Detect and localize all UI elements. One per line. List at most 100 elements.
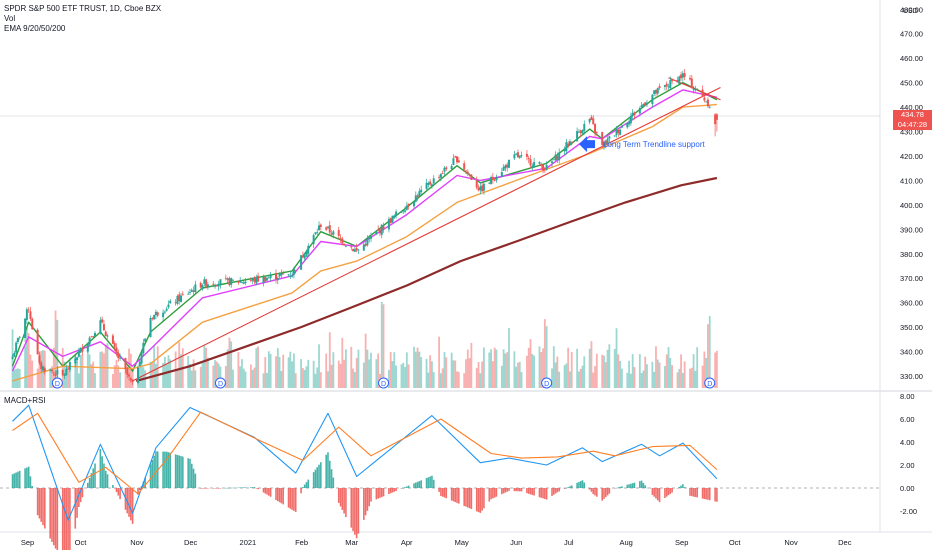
candle-body xyxy=(368,238,371,240)
macd-histogram-bar xyxy=(303,484,306,488)
macd-histogram-bar xyxy=(454,488,457,503)
macd-histogram-bar xyxy=(42,488,44,526)
candle-body xyxy=(638,107,641,114)
macd-histogram-bar xyxy=(63,488,66,550)
macd-histogram-bar xyxy=(61,488,64,550)
macd-histogram-bar xyxy=(74,488,77,529)
candle-body xyxy=(581,130,584,134)
candle-body xyxy=(692,88,695,90)
volume-bar xyxy=(380,301,383,388)
candle-body xyxy=(27,309,30,311)
macd-histogram-bar xyxy=(280,488,283,504)
indicator-legend[interactable]: MACD+RSI xyxy=(4,396,46,405)
volume-bar xyxy=(362,362,365,388)
ema-legend[interactable]: EMA 9/20/50/200 xyxy=(4,24,66,33)
volume-bar xyxy=(490,349,492,388)
candle-body xyxy=(364,243,367,246)
candle-body xyxy=(439,173,442,178)
macd-histogram-bar xyxy=(328,460,331,488)
candle-body xyxy=(708,106,711,108)
macd-histogram-bar xyxy=(553,488,555,495)
volume-bar xyxy=(267,351,270,388)
macd-histogram-bar xyxy=(13,473,16,488)
candle-body xyxy=(427,182,430,185)
macd-histogram-bar xyxy=(130,488,132,521)
macd-histogram-bar xyxy=(106,474,109,488)
candle-body xyxy=(552,159,555,161)
candle-body xyxy=(404,210,407,212)
macd-histogram-bar xyxy=(603,488,605,499)
volume-bar xyxy=(714,352,717,388)
volume-bar xyxy=(388,369,390,388)
dividend-marker-label: D xyxy=(218,381,223,388)
volume-legend[interactable]: Vol xyxy=(4,14,16,23)
candle-body xyxy=(545,164,548,170)
macd-histogram-bar xyxy=(520,488,523,492)
candle-body xyxy=(382,226,385,230)
price-tick-label: 410.00 xyxy=(900,176,923,185)
candle-body xyxy=(568,141,571,145)
macd-histogram-bar xyxy=(190,463,193,488)
symbol-title[interactable]: SPDR S&P 500 ETF TRUST, 1D, Cboe BZX xyxy=(4,4,162,13)
candle-body xyxy=(138,362,141,367)
candle-body xyxy=(129,378,132,381)
volume-bar xyxy=(640,373,643,388)
volume-bar xyxy=(224,366,227,388)
macd-histogram-bar xyxy=(44,488,46,529)
candle-body xyxy=(508,159,511,168)
candle-body xyxy=(683,73,686,77)
volume-bar xyxy=(337,360,340,388)
macd-histogram-bar xyxy=(628,484,630,488)
macd-histogram-bar xyxy=(680,485,682,488)
candle-body xyxy=(224,277,227,279)
price-tick-label: 360.00 xyxy=(900,299,923,308)
macd-histogram-bar xyxy=(656,488,659,501)
macd-histogram-bar xyxy=(199,488,202,489)
volume-bar xyxy=(52,347,55,388)
volume-bar xyxy=(475,367,478,388)
candle-body xyxy=(226,278,229,280)
volume-bar xyxy=(293,353,295,388)
candle-body xyxy=(176,295,179,304)
macd-histogram-bar xyxy=(289,488,292,509)
volume-bar xyxy=(215,361,218,388)
macd-histogram-bar xyxy=(176,454,179,488)
candle-body xyxy=(90,336,93,338)
macd-histogram-bar xyxy=(115,488,118,493)
volume-bar xyxy=(581,365,584,388)
candle-body xyxy=(430,184,433,186)
candle-body xyxy=(264,277,267,282)
dividend-marker-label: D xyxy=(544,381,549,388)
time-tick-label: Oct xyxy=(729,538,742,547)
volume-bar xyxy=(27,333,30,388)
time-tick-label: Sep xyxy=(675,538,688,547)
candle-body xyxy=(653,90,656,95)
candle-body xyxy=(495,177,498,181)
macd-histogram-bar xyxy=(363,488,365,520)
candle-body xyxy=(287,274,290,276)
volume-bar xyxy=(477,362,480,388)
volume-bar xyxy=(508,328,510,388)
volume-bar xyxy=(420,357,423,388)
volume-bar xyxy=(176,369,179,388)
macd-histogram-bar xyxy=(526,488,528,494)
candle-body xyxy=(124,358,127,370)
macd-histogram-bar xyxy=(320,462,322,488)
volume-bar xyxy=(375,359,378,388)
volume-bar xyxy=(280,370,283,388)
macd-histogram-bar xyxy=(556,488,559,493)
candle-body xyxy=(604,140,607,145)
candle-body xyxy=(86,342,89,352)
macd-histogram-bar xyxy=(465,488,467,507)
candle-body xyxy=(490,176,493,184)
candle-body xyxy=(466,171,469,174)
volume-bar xyxy=(443,352,446,388)
candle-body xyxy=(326,226,329,228)
volume-bar xyxy=(696,347,699,388)
candle-body xyxy=(531,165,534,168)
candle-body xyxy=(181,293,184,295)
volume-bar xyxy=(24,346,26,388)
macd-histogram-bar xyxy=(483,488,485,509)
macd-histogram-bar xyxy=(432,479,435,488)
